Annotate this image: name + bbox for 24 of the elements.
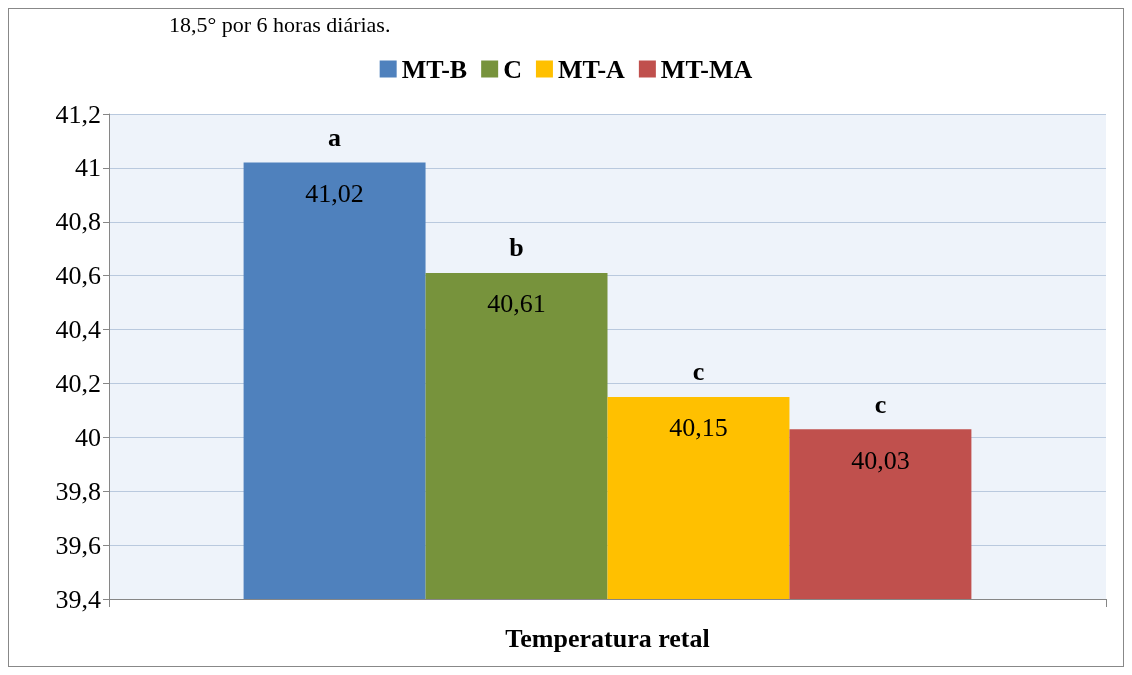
y-tick-label: 39,4 [55, 584, 101, 614]
y-tick-label: 40,2 [55, 368, 101, 398]
legend-label: MT-B [401, 54, 468, 84]
y-tick-label: 40,4 [55, 315, 101, 345]
data-label: 40,61 [487, 289, 546, 319]
y-tick-label: 41,2 [55, 99, 101, 129]
y-tick-label: 40,6 [55, 261, 101, 291]
data-label: 41,02 [305, 179, 364, 208]
y-tick-label: 39,8 [55, 476, 101, 506]
data-label: 40,15 [669, 413, 728, 443]
y-tick-label: 40,8 [55, 207, 101, 237]
annotation: c [692, 357, 705, 387]
data-label: 40,03 [851, 445, 910, 475]
y-tick-label: 39,6 [55, 530, 101, 560]
annotation: c [874, 389, 887, 419]
annotation: b [509, 233, 524, 263]
annotation: a [328, 123, 342, 152]
y-tick-label: 41 [75, 153, 101, 183]
text: 18,5° por 6 horas diárias. [169, 11, 391, 37]
legend-label: MT-MA [660, 54, 753, 84]
legend-label: MT-A [557, 54, 626, 84]
x-tick-label: Temperatura retal [505, 623, 710, 653]
y-tick-label: 40 [75, 422, 101, 452]
legend-label: C [503, 54, 522, 84]
